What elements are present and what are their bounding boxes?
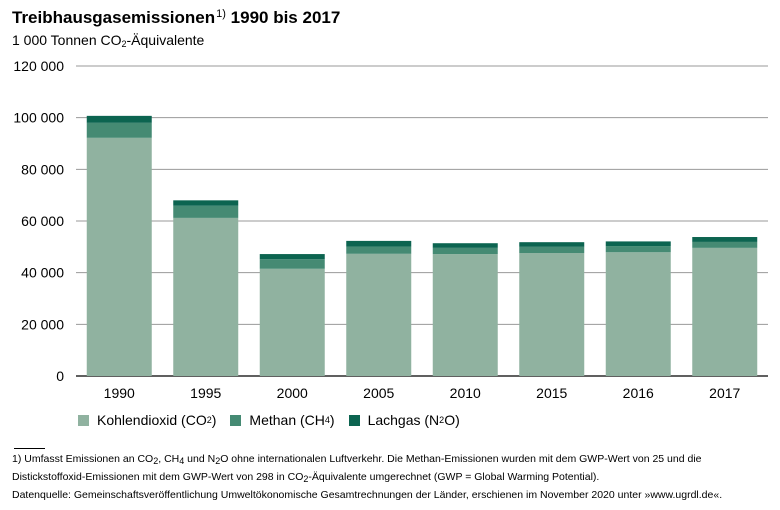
bar-segment-n2o-2016: [605, 241, 671, 247]
bar-segment-ch4-2000: [259, 259, 325, 269]
bar-segment-ch4-2015: [519, 246, 585, 254]
bar-segment-ch4-2005: [346, 246, 412, 254]
legend-label-ch4-post: ): [329, 412, 335, 428]
x-tick-label: 2016: [623, 385, 654, 400]
chart-title-text: Treibhausgasemissionen: [12, 8, 216, 27]
bar-segment-ch4-2017: [692, 241, 758, 248]
bar-segment-n2o-2000: [259, 254, 325, 260]
legend-swatch-co2: [78, 414, 89, 426]
fn1-c: , CH: [158, 453, 180, 465]
x-axis-tick-labels: 1990 1995 2000 2005 2010 2015 2016 2017: [104, 385, 741, 400]
x-tick-label: 1995: [190, 385, 221, 400]
fn1-f: 2: [215, 456, 221, 466]
legend-item-n2o: Lachgas (N 2 O): [348, 412, 460, 428]
bar-segment-co2-2015: [519, 253, 585, 376]
footnote-separator: [14, 448, 45, 449]
y-tick-label: 80 000: [21, 161, 64, 177]
chart-subtitle: 1 000 Tonnen CO2-Äquivalente: [12, 32, 204, 49]
footnote-line-2: Distickstoffoxid-Emissionen mit dem GWP-…: [12, 469, 772, 487]
bar-segment-n2o-2015: [519, 242, 585, 247]
fn1-d: 4: [179, 456, 185, 466]
bars: [86, 115, 758, 376]
subtitle-pre: 1 000 Tonnen CO: [12, 32, 122, 48]
y-tick-label: 120 000: [13, 58, 64, 74]
bar-segment-co2-2016: [605, 252, 671, 376]
subtitle-sub: 2: [121, 39, 127, 49]
fn2-c: -Äquivalente umgerechnet (GWP = Global W…: [308, 471, 600, 483]
legend-item-co2: Kohlendioxid (CO 2): [78, 412, 216, 428]
footnotes: 1) Umfasst Emissionen an CO2, CH4 und N2…: [12, 451, 772, 503]
x-tick-label: 2005: [363, 385, 394, 400]
bar-segment-n2o-1995: [173, 200, 239, 206]
chart-title-years: 1990 bis 2017: [230, 8, 341, 27]
legend-label-n2o-post: O): [444, 412, 460, 428]
x-tick-label: 2010: [450, 385, 481, 400]
x-tick-label: 2015: [536, 385, 567, 400]
legend-label-ch4-sub: 4: [324, 415, 330, 425]
bar-segment-ch4-2010: [432, 247, 498, 255]
bar-segment-co2-2017: [692, 247, 758, 376]
y-axis-tick-labels: 0 20 000 40 000 60 000 80 000 100 000 120 000: [13, 58, 64, 384]
y-tick-label: 0: [56, 368, 64, 384]
fn1-e: und N: [184, 453, 216, 465]
bar-segment-co2-1990: [86, 137, 152, 376]
bar-segment-n2o-2005: [346, 240, 412, 247]
legend-label-ch4-pre: Methan (CH: [249, 412, 325, 428]
bar-segment-co2-1995: [173, 217, 239, 376]
legend-label-n2o-pre: Lachgas (N: [367, 412, 440, 428]
y-tick-label: 100 000: [13, 110, 64, 126]
legend-label-co2-post: ): [211, 412, 217, 428]
footnote-source: Datenquelle: Gemeinschaftsveröffentlichu…: [12, 489, 723, 501]
bar-segment-ch4-2016: [605, 246, 671, 253]
bar-segment-co2-2010: [432, 254, 498, 376]
legend-label-co2-sub: 2: [206, 415, 212, 425]
bar-segment-ch4-1990: [86, 122, 152, 138]
legend-swatch-ch4: [230, 414, 242, 426]
bar-segment-co2-2000: [259, 268, 325, 376]
legend-swatch-n2o: [348, 414, 360, 426]
fn2-b: 2: [303, 474, 309, 484]
y-tick-label: 60 000: [21, 213, 64, 229]
bar-segment-co2-2005: [346, 253, 412, 376]
bar-segment-n2o-2017: [692, 237, 758, 242]
legend-item-ch4: Methan (CH 4): [230, 412, 335, 428]
x-tick-label: 2000: [277, 385, 308, 400]
title-footnote-mark: 1): [216, 8, 226, 20]
fn1-g: O ohne internationalen Luftverkehr. Die …: [220, 453, 702, 465]
x-tick-label: 1990: [104, 385, 135, 400]
bar-segment-n2o-2010: [432, 243, 498, 248]
legend-label-co2-pre: Kohlendioxid (CO: [97, 412, 207, 428]
bar-segment-ch4-1995: [173, 205, 239, 218]
y-tick-label: 40 000: [21, 265, 64, 281]
fn2-a: Distickstoffoxid-Emissionen mit dem GWP-…: [12, 471, 304, 483]
legend-label-n2o-sub: 2: [439, 415, 445, 425]
fn1-a: 1) Umfasst Emissionen an CO: [12, 453, 154, 465]
x-tick-label: 2017: [709, 385, 740, 400]
footnote-line-1: 1) Umfasst Emissionen an CO2, CH4 und N2…: [12, 451, 772, 469]
subtitle-post: -Äquivalente: [126, 32, 205, 48]
chart-legend: Kohlendioxid (CO 2) Methan (CH 4) Lachgas …: [78, 412, 474, 428]
fn1-b: 2: [153, 456, 159, 466]
chart-title: Treibhausgasemissionen1) 1990 bis 2017: [12, 8, 340, 28]
y-tick-label: 20 000: [21, 316, 64, 332]
bar-segment-n2o-1990: [86, 115, 152, 123]
